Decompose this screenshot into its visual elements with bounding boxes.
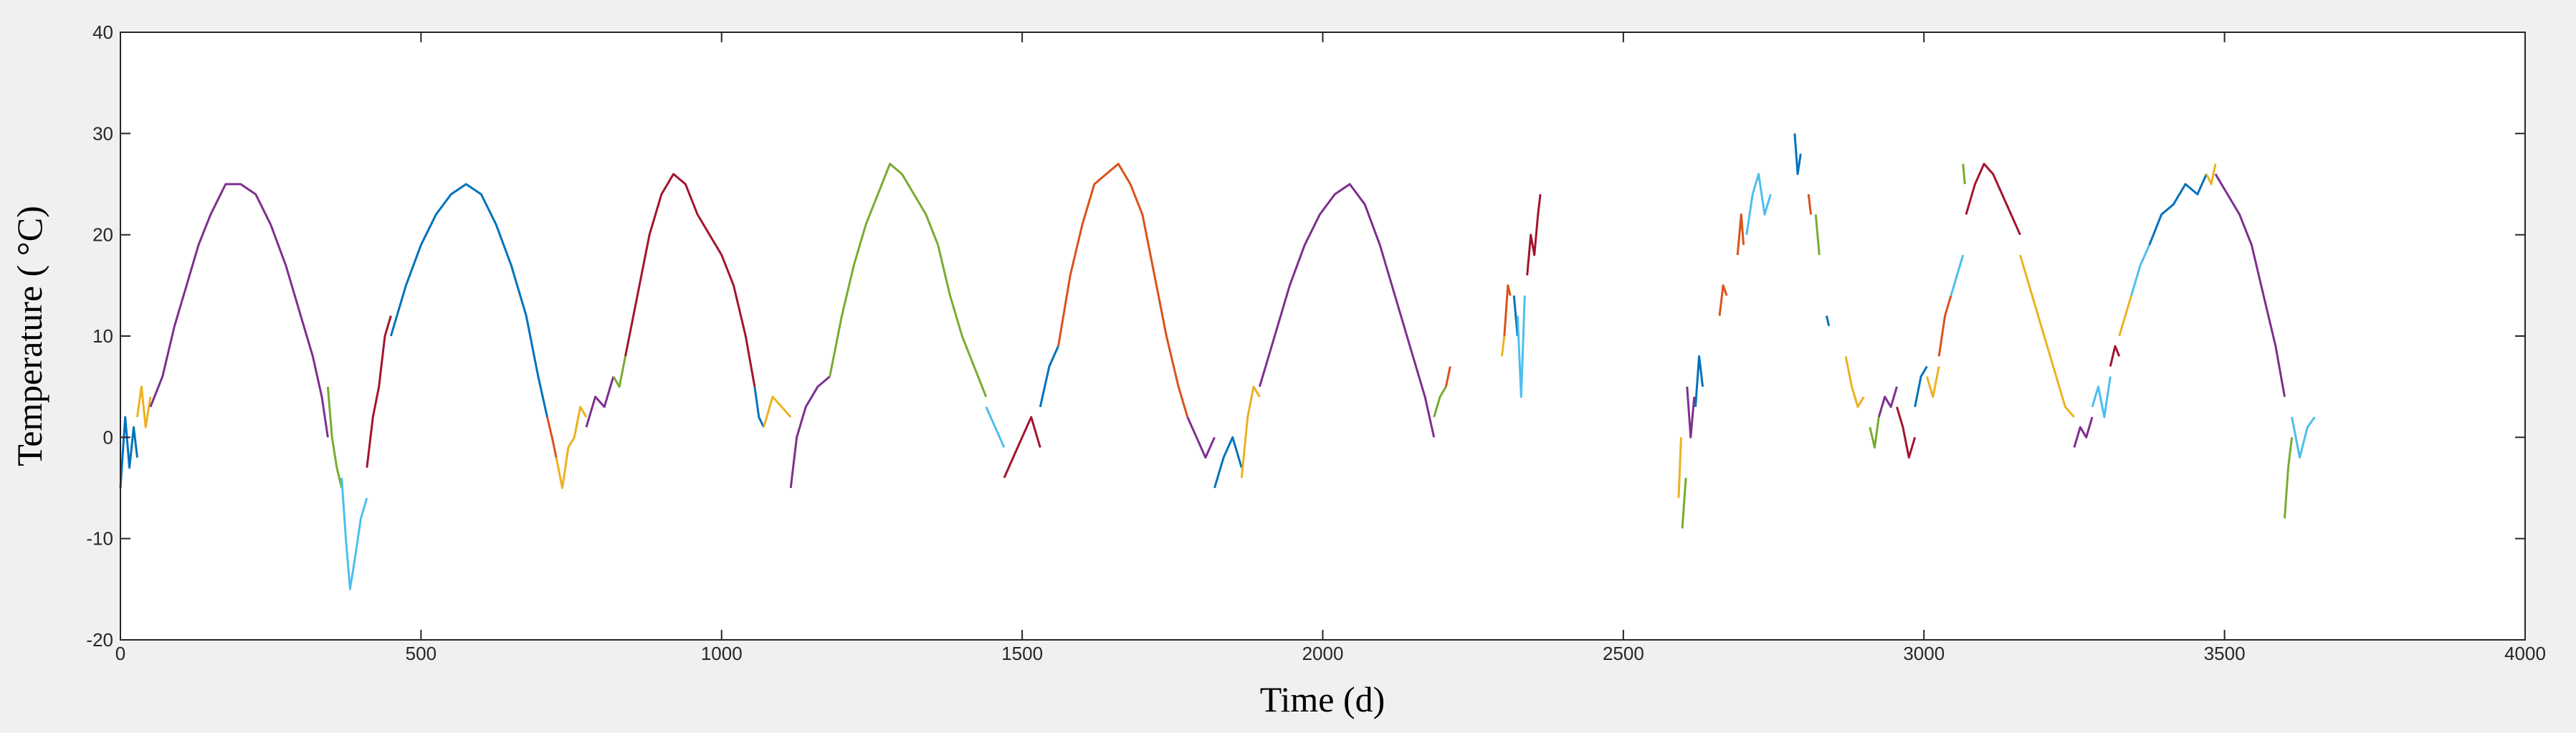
x-tick-label: 1000 bbox=[701, 643, 743, 664]
series-line-12 bbox=[753, 386, 765, 428]
plot-area bbox=[120, 32, 2525, 640]
x-tick-label: 500 bbox=[406, 643, 437, 664]
series-line-62 bbox=[2291, 416, 2316, 459]
series-line-57 bbox=[2130, 244, 2151, 296]
series-line-43 bbox=[1869, 416, 1880, 449]
series-line-4 bbox=[340, 477, 368, 590]
series-line-53 bbox=[2073, 416, 2094, 448]
x-axis-title: Time (d) bbox=[1260, 679, 1385, 719]
series-line-42 bbox=[1844, 356, 1865, 408]
y-tick-label: 10 bbox=[92, 325, 113, 347]
series-line-20 bbox=[1186, 416, 1216, 459]
y-axis-title: Temperature ( °C) bbox=[9, 206, 49, 466]
series-line-56 bbox=[2118, 295, 2133, 337]
series-line-35 bbox=[1718, 284, 1728, 316]
series-line-38 bbox=[1793, 133, 1802, 176]
series-line-30 bbox=[1526, 193, 1542, 276]
series-line-0 bbox=[119, 416, 138, 489]
series-line-59 bbox=[2205, 163, 2217, 186]
x-tick-label: 0 bbox=[115, 643, 125, 664]
series-line-47 bbox=[1925, 366, 1940, 398]
series-line-39 bbox=[1807, 193, 1813, 215]
series-line-23 bbox=[1258, 183, 1436, 438]
series-line-1 bbox=[136, 385, 152, 428]
series-line-61 bbox=[2284, 437, 2294, 519]
series-line-55 bbox=[2109, 345, 2121, 367]
x-tick-label: 3000 bbox=[1903, 643, 1945, 664]
y-tick-label: 30 bbox=[92, 123, 113, 144]
y-tick-label: 40 bbox=[92, 21, 113, 43]
series-line-26 bbox=[1500, 335, 1506, 357]
series-line-19 bbox=[1057, 163, 1189, 418]
series-line-54 bbox=[2091, 376, 2112, 418]
series-line-48 bbox=[1937, 295, 1952, 357]
series-line-60 bbox=[2214, 173, 2286, 398]
series-line-8 bbox=[555, 406, 588, 489]
series-line-16 bbox=[985, 406, 1006, 449]
plot-frame bbox=[120, 32, 2526, 641]
series-line-31 bbox=[1677, 437, 1682, 499]
series-line-46 bbox=[1914, 365, 1928, 408]
series-line-7 bbox=[546, 416, 558, 458]
series-line-6 bbox=[389, 183, 548, 418]
series-line-58 bbox=[2148, 173, 2208, 246]
x-tick-label: 1500 bbox=[1001, 643, 1043, 664]
series-line-37 bbox=[1745, 173, 1772, 235]
series-line-13 bbox=[763, 396, 792, 428]
series-line-2 bbox=[149, 183, 329, 438]
x-tick-label: 3500 bbox=[2204, 643, 2246, 664]
series-line-25 bbox=[1444, 366, 1451, 388]
series-line-5 bbox=[366, 315, 392, 468]
series-line-29 bbox=[1516, 295, 1526, 398]
tick-layer: 0 500 1000 1500 2000 2500 3000 3500 4000 -20 -10 0 1… bbox=[86, 21, 2546, 664]
series-line-50 bbox=[1962, 163, 1966, 185]
series-line-27 bbox=[1503, 284, 1512, 337]
series-line-36 bbox=[1736, 213, 1745, 256]
series-line-49 bbox=[1950, 254, 1965, 296]
x-tick-label: 2000 bbox=[1302, 643, 1344, 664]
series-line-41 bbox=[1825, 315, 1831, 327]
series-line-17 bbox=[1003, 416, 1041, 479]
series-line-33 bbox=[1686, 386, 1696, 439]
series-line-34 bbox=[1694, 355, 1704, 408]
series-line-45 bbox=[1896, 406, 1917, 459]
series-line-24 bbox=[1433, 385, 1447, 418]
y-tick-label: 0 bbox=[103, 426, 113, 448]
series-line-3 bbox=[326, 386, 343, 489]
series-line-40 bbox=[1814, 214, 1821, 256]
series-line-18 bbox=[1039, 345, 1059, 408]
series-line-32 bbox=[1681, 477, 1687, 529]
series-line-14 bbox=[789, 375, 831, 489]
series-line-9 bbox=[585, 376, 615, 428]
x-tick-label: 4000 bbox=[2504, 643, 2546, 664]
series-line-28 bbox=[1512, 295, 1519, 337]
x-tick-label: 2500 bbox=[1603, 643, 1644, 664]
y-tick-label: 20 bbox=[92, 224, 113, 246]
series-line-11 bbox=[624, 173, 756, 387]
series-line-51 bbox=[1965, 163, 2021, 236]
series-layer bbox=[119, 133, 2316, 590]
series-line-52 bbox=[2019, 254, 2076, 418]
y-tick-label: -10 bbox=[86, 528, 113, 550]
series-line-44 bbox=[1877, 386, 1898, 418]
series-line-21 bbox=[1213, 436, 1243, 489]
series-line-22 bbox=[1240, 385, 1261, 479]
series-line-15 bbox=[829, 163, 988, 398]
series-line-10 bbox=[612, 356, 626, 388]
y-tick-label: -20 bbox=[86, 629, 113, 651]
